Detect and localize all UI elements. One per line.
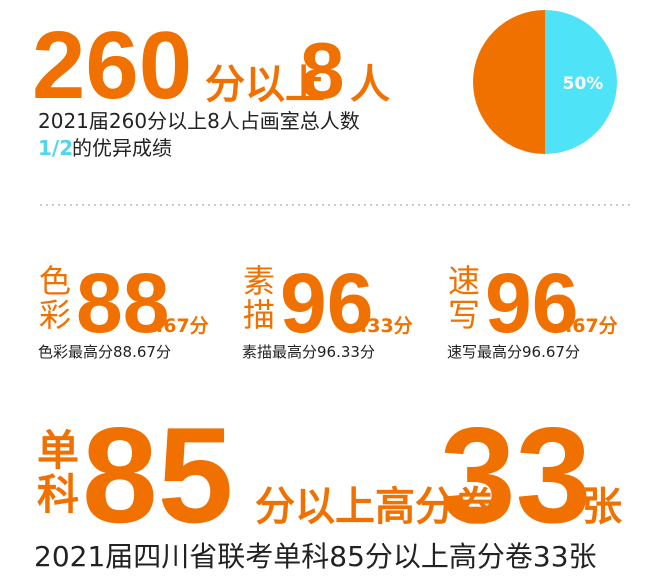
pie-label: 50%	[563, 74, 604, 94]
score-caption: 速写最高分96.67分	[447, 343, 580, 361]
pie-slice	[545, 10, 617, 154]
bottom-number: 85	[82, 399, 233, 551]
score-subject: 素描	[238, 264, 276, 332]
score-subject: 速写	[443, 264, 481, 332]
score-subject: 色彩	[34, 264, 72, 332]
footer: 2021届四川省联考单科85分以上高分卷33张	[34, 540, 597, 573]
summary-text: 2021届260分以上8人占画室总人数	[38, 109, 360, 133]
headline-text: 人	[350, 62, 390, 108]
score-decimal: .33分	[360, 315, 413, 337]
score-caption: 色彩最高分88.67分	[38, 343, 171, 361]
score-decimal: .67分	[565, 315, 618, 337]
score-number: 96	[485, 256, 578, 350]
pie-slice	[473, 10, 545, 154]
headline-text: 分以上	[205, 62, 325, 108]
score-number: 88	[76, 256, 169, 350]
summary-text: 的优异成绩	[72, 136, 172, 160]
bottom-number: 33	[440, 399, 591, 551]
pie: 50%	[473, 10, 617, 154]
headline-number: 8	[300, 26, 345, 115]
bottom-text: 分以上高分卷	[255, 484, 496, 530]
score-number: 96	[280, 256, 373, 350]
bottom-subject: 单科	[31, 428, 80, 516]
bottom-text: 张	[582, 484, 622, 530]
score-decimal: .67分	[156, 315, 209, 337]
score-caption: 素描最高分96.33分	[242, 343, 375, 361]
summary-highlight: 1/2	[38, 136, 73, 160]
headline-number: 260	[32, 12, 192, 119]
